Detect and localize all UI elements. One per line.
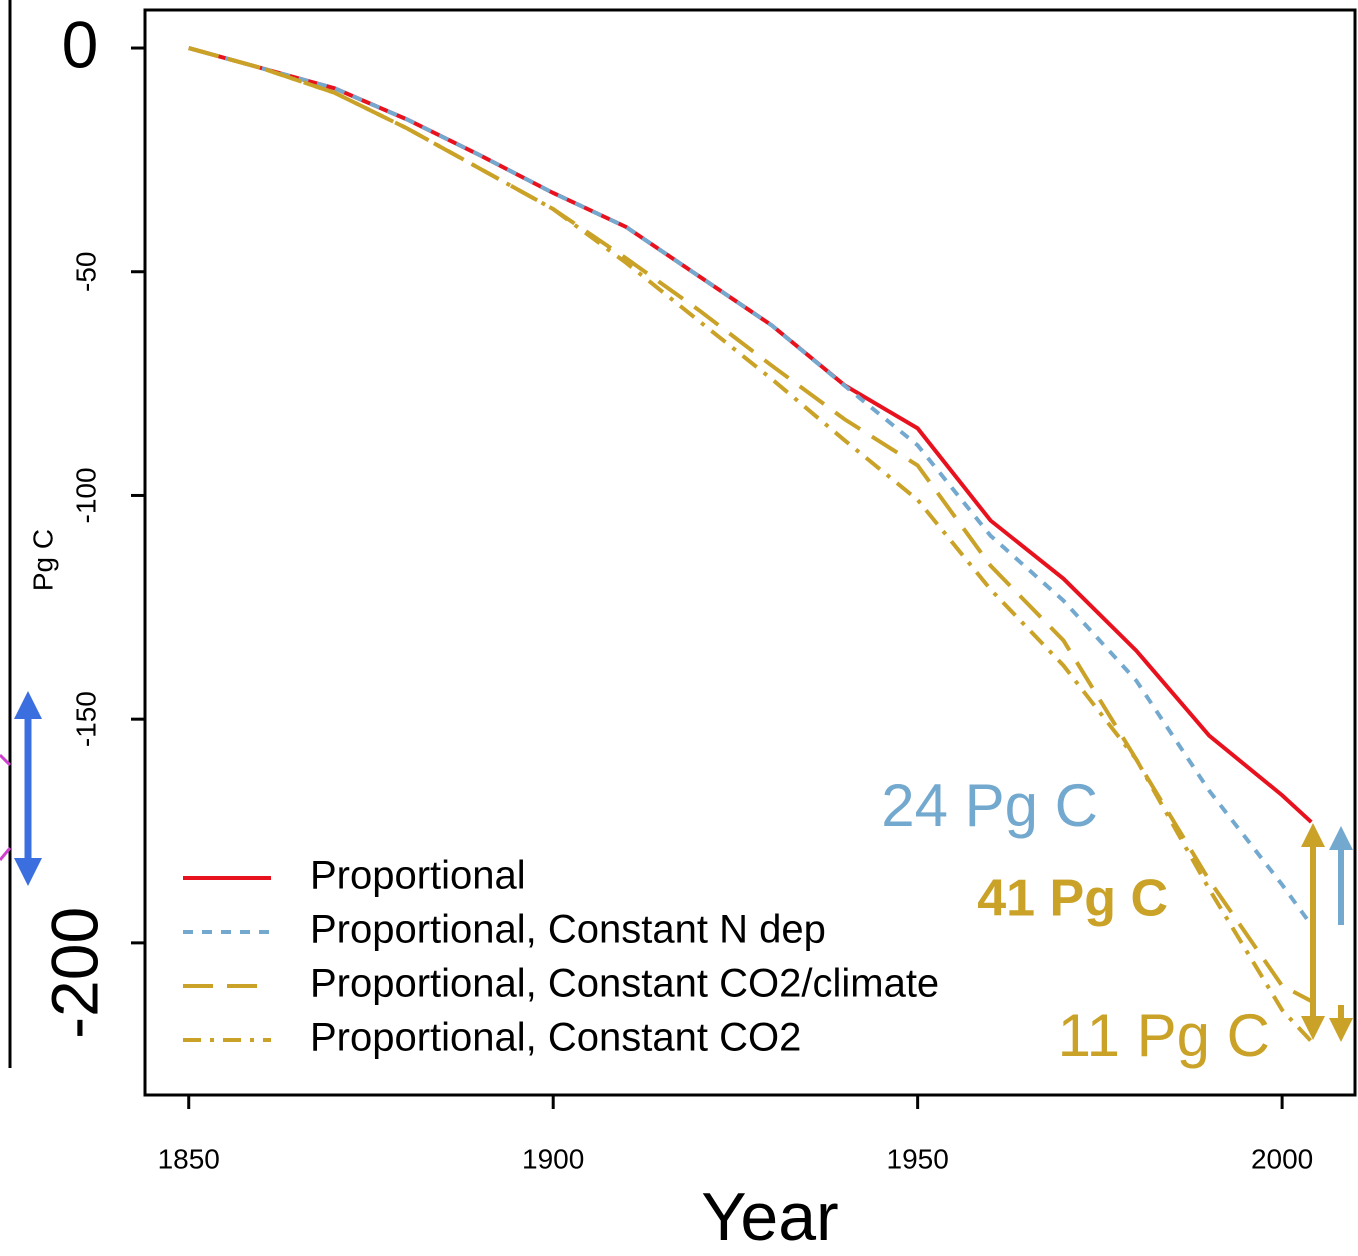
annotation: 24 Pg C — [881, 772, 1098, 839]
annotation: 41 Pg C — [977, 870, 1168, 928]
y-tick-label: -150 — [70, 691, 101, 747]
legend-label: Proportional, Constant N dep — [310, 908, 826, 952]
annotation: 11 Pg C — [1058, 1002, 1270, 1069]
y-tick-label: -100 — [70, 467, 101, 523]
x-axis-label: Year — [701, 1179, 838, 1255]
side-fragment — [0, 753, 12, 861]
x-tick-label: 1900 — [522, 1143, 584, 1174]
legend-label: Proportional, Constant CO2 — [310, 1016, 801, 1060]
y-tick-label: -200 — [37, 907, 111, 1039]
plot-frame — [143, 8, 1357, 1097]
series-line — [188, 46, 1313, 927]
x-tick-label: 1950 — [887, 1143, 949, 1174]
legend-label: Proportional, Constant CO2/climate — [310, 962, 939, 1006]
y-axis-label: Pg C — [27, 529, 58, 591]
y-tick-label: -50 — [70, 252, 101, 292]
x-tick-label: 2000 — [1251, 1143, 1313, 1174]
x-tick-label: 1850 — [158, 1143, 220, 1174]
series-line — [188, 46, 1313, 824]
y-tick-label: 0 — [62, 7, 99, 81]
series-line — [188, 46, 1313, 1043]
legend-label: Proportional — [310, 854, 526, 898]
